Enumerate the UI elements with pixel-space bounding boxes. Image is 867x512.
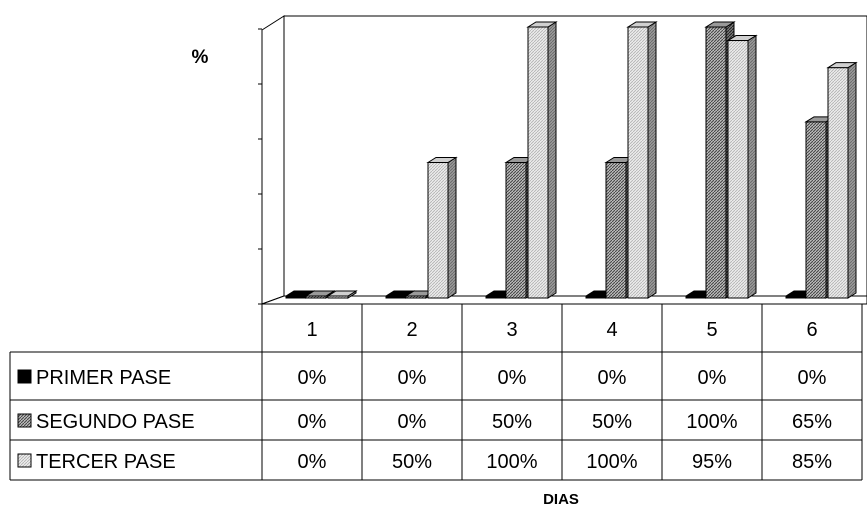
bar-top xyxy=(304,290,336,297)
bar-front xyxy=(605,162,627,299)
data-label: 0% xyxy=(298,411,327,433)
plot-back-wall xyxy=(283,15,867,297)
y-axis-label: % xyxy=(192,47,209,68)
plot-side-wall xyxy=(261,15,285,305)
legend-label: TERCER PASE xyxy=(36,451,176,473)
bar xyxy=(526,21,558,299)
bar-side xyxy=(547,21,557,299)
bar-top xyxy=(426,157,458,163)
x-tick-label: 1 xyxy=(306,319,317,341)
data-label: 0% xyxy=(298,367,327,389)
data-label: 0% xyxy=(398,367,427,389)
bar-side xyxy=(447,156,457,299)
x-tick-label: 2 xyxy=(406,319,417,341)
bar-top xyxy=(826,62,858,69)
bar-top xyxy=(526,21,558,28)
bar-top xyxy=(326,290,358,297)
data-label: 0% xyxy=(398,411,427,433)
data-label: 0% xyxy=(498,367,527,389)
data-label: 0% xyxy=(598,367,627,389)
data-label: 85% xyxy=(792,451,832,473)
bar xyxy=(326,290,358,299)
data-label: 65% xyxy=(792,411,832,433)
data-label: 100% xyxy=(486,451,537,473)
bar-side xyxy=(847,61,857,299)
data-label: 0% xyxy=(698,367,727,389)
bars-layer xyxy=(284,21,858,299)
x-tick-label: 6 xyxy=(806,319,817,341)
plot-area xyxy=(258,15,867,305)
bar-top xyxy=(626,21,658,28)
bar xyxy=(826,61,858,299)
data-label: 50% xyxy=(392,451,432,473)
bar-front xyxy=(505,162,527,299)
bar-front xyxy=(827,67,849,299)
bar-side xyxy=(747,34,757,299)
data-label: 95% xyxy=(692,451,732,473)
data-label: 50% xyxy=(492,411,532,433)
bar-front xyxy=(427,162,449,299)
bar-top xyxy=(726,35,758,42)
data-label: 0% xyxy=(798,367,827,389)
legend-swatch xyxy=(17,453,32,468)
legend-swatch xyxy=(17,369,32,384)
legend-swatch xyxy=(17,413,32,428)
bar-front xyxy=(805,121,827,299)
bar xyxy=(426,156,458,299)
bar-front xyxy=(627,26,649,299)
data-label: 50% xyxy=(592,411,632,433)
legend-label: SEGUNDO PASE xyxy=(36,411,195,433)
bar-front xyxy=(527,26,549,299)
bar-front xyxy=(705,26,727,299)
x-tick-label: 3 xyxy=(506,319,517,341)
x-tick-label: 4 xyxy=(606,319,617,341)
data-label: 100% xyxy=(586,451,637,473)
x-axis-label: DIAS xyxy=(543,491,579,508)
data-label: 100% xyxy=(686,411,737,433)
y-axis-ticks xyxy=(258,28,262,305)
bar-top xyxy=(704,21,736,28)
data-label: 0% xyxy=(298,451,327,473)
legend-label: PRIMER PASE xyxy=(36,367,171,389)
x-tick-label: 5 xyxy=(706,319,717,341)
bar-front xyxy=(727,40,749,299)
bar xyxy=(726,34,758,299)
bar-side xyxy=(647,21,657,299)
plot-floor xyxy=(261,295,867,305)
bar xyxy=(626,21,658,299)
data-table: 1 2 3 4 5 6 PRIMER PASE 0% 0% 0% 0% 0% 0% SEGUNDO PAS… xyxy=(9,303,863,481)
